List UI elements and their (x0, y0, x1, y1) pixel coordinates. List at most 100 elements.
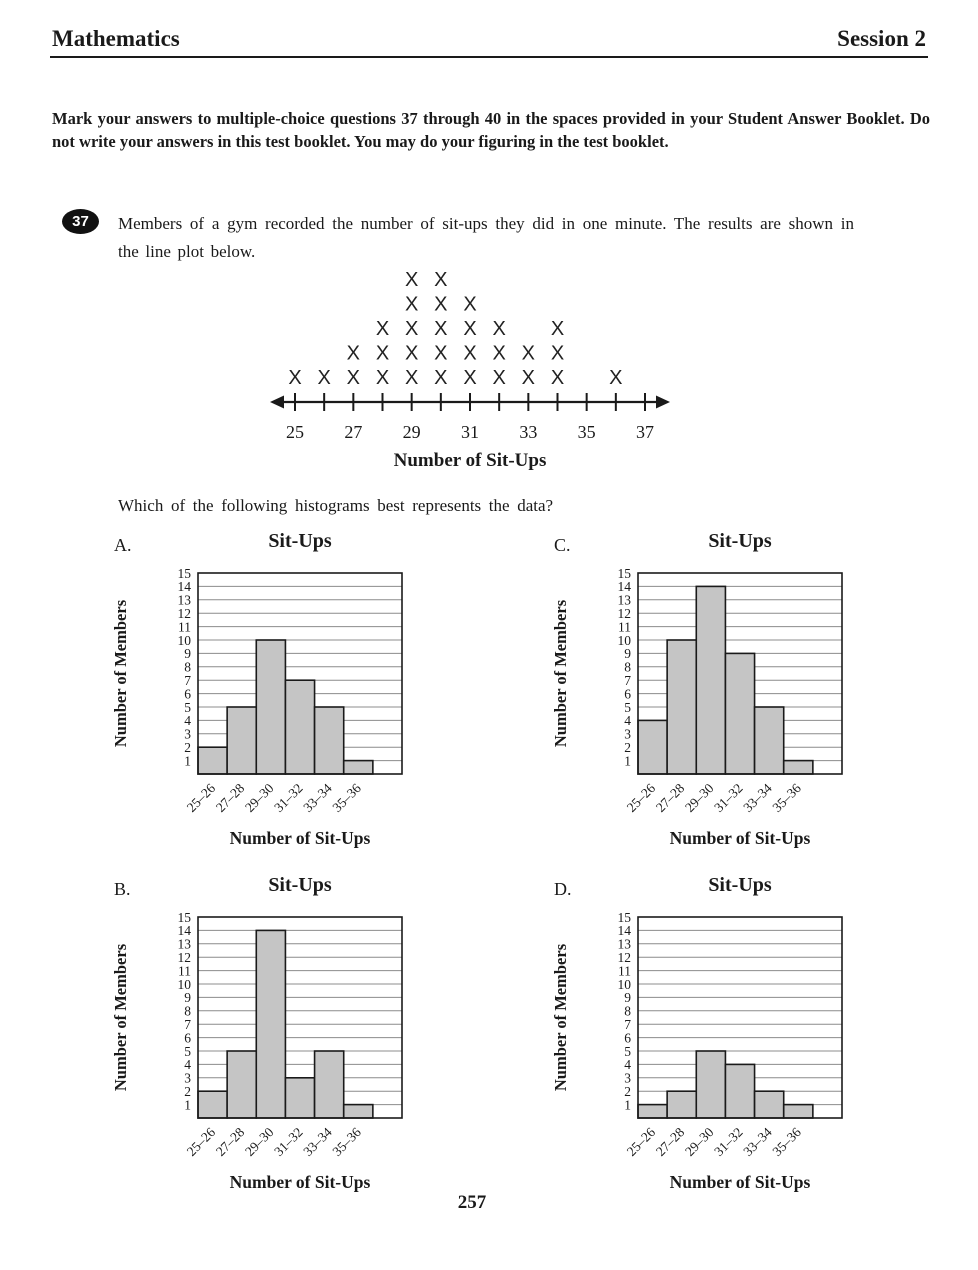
x-mark: X (463, 343, 476, 365)
x-mark: X (405, 343, 418, 365)
x-mark: X (376, 367, 389, 389)
bars (197, 929, 374, 1119)
bar (782, 1103, 814, 1119)
bar (637, 719, 668, 775)
svg-text:4: 4 (184, 1057, 191, 1072)
svg-text:25–26: 25–26 (184, 780, 219, 815)
svg-text:35–36: 35–36 (769, 780, 804, 815)
svg-text:3: 3 (184, 727, 191, 742)
gridlines (638, 929, 842, 1106)
svg-text:13: 13 (618, 593, 632, 608)
bar (753, 1090, 785, 1119)
svg-text:31–32: 31–32 (711, 781, 745, 815)
bar (342, 759, 374, 775)
x-mark: X (434, 269, 447, 291)
svg-text:27–28: 27–28 (653, 1124, 688, 1159)
svg-text:1: 1 (184, 1097, 191, 1112)
option-label-a: A. (114, 535, 132, 555)
svg-text:6: 6 (184, 1030, 191, 1045)
svg-text:33–34: 33–34 (300, 1124, 335, 1159)
histogram-title: Sit-Ups (268, 530, 332, 552)
svg-text:12: 12 (178, 950, 192, 965)
page-number: 257 (457, 1192, 487, 1213)
x-mark: X (317, 367, 330, 389)
bar (666, 1090, 698, 1119)
svg-text:27–28: 27–28 (213, 1124, 248, 1159)
svg-text:15: 15 (618, 910, 632, 925)
x-mark: X (405, 269, 418, 291)
y-axis-title: Number of Members (551, 599, 570, 747)
header-subject: Mathematics (52, 26, 180, 51)
svg-text:12: 12 (178, 606, 192, 621)
x-mark: X (609, 367, 622, 389)
svg-text:35–36: 35–36 (769, 1124, 804, 1159)
bars (197, 639, 374, 775)
svg-text:27: 27 (344, 422, 362, 442)
x-mark: X (463, 318, 476, 340)
svg-text:1: 1 (624, 1097, 631, 1112)
svg-text:8: 8 (184, 1004, 191, 1019)
svg-text:13: 13 (178, 593, 192, 608)
histogram-option-d: D. Sit-Ups 1 2 3 4 5 6 7 8 9 10 11 12 13 14 15 Number o… (550, 874, 898, 1212)
plot-border (637, 572, 843, 775)
bar (284, 1077, 316, 1119)
axis-ticks (294, 393, 646, 411)
svg-text:35–36: 35–36 (329, 1124, 364, 1159)
x-mark: X (551, 318, 564, 340)
svg-text:29–30: 29–30 (242, 1124, 277, 1159)
svg-text:25–26: 25–26 (184, 1124, 219, 1159)
svg-text:8: 8 (624, 1004, 631, 1019)
bar (724, 1063, 756, 1119)
bar (695, 585, 727, 775)
bar (637, 1103, 668, 1119)
svg-text:11: 11 (178, 619, 191, 634)
svg-text:8: 8 (624, 660, 631, 675)
bar (342, 1103, 374, 1119)
question-number: 37 (72, 213, 89, 230)
histogram-title: Sit-Ups (708, 874, 772, 896)
x-mark: X (492, 318, 505, 340)
x-mark: X (434, 367, 447, 389)
svg-text:13: 13 (178, 937, 192, 952)
svg-text:10: 10 (618, 977, 632, 992)
bar (226, 1050, 258, 1119)
svg-text:4: 4 (624, 713, 631, 728)
plot-border (197, 916, 403, 1119)
svg-text:15: 15 (178, 566, 192, 581)
y-axis-title: Number of Members (111, 943, 130, 1091)
question-number-badge: 37 (62, 209, 99, 234)
instructions-text: Mark your answers to multiple-choice que… (52, 109, 930, 151)
svg-text:2: 2 (624, 1084, 631, 1099)
svg-text:31–32: 31–32 (271, 1125, 305, 1159)
svg-text:5: 5 (184, 700, 191, 715)
axis-tick-labels: 25 27 29 31 33 35 37 (286, 422, 654, 442)
svg-text:14: 14 (618, 579, 632, 594)
x-axis-title: Number of Sit-Ups (230, 1172, 371, 1192)
histogram-option-b: B. Sit-Ups 1 2 3 4 5 6 7 8 9 10 11 12 13 14 15 Number o… (110, 874, 458, 1212)
svg-text:5: 5 (624, 1044, 631, 1059)
svg-text:15: 15 (618, 566, 632, 581)
header-rule (50, 56, 928, 58)
x-mark: X (288, 367, 301, 389)
x-mark: X (492, 367, 505, 389)
svg-text:11: 11 (178, 963, 191, 978)
svg-text:7: 7 (184, 1017, 191, 1032)
svg-text:7: 7 (184, 673, 191, 688)
svg-text:7: 7 (624, 673, 631, 688)
x-mark: X (463, 294, 476, 316)
svg-text:14: 14 (618, 923, 632, 938)
svg-text:10: 10 (178, 633, 192, 648)
svg-text:11: 11 (618, 619, 631, 634)
svg-text:33: 33 (519, 422, 537, 442)
plot-border (637, 916, 843, 1119)
bar (753, 706, 785, 775)
